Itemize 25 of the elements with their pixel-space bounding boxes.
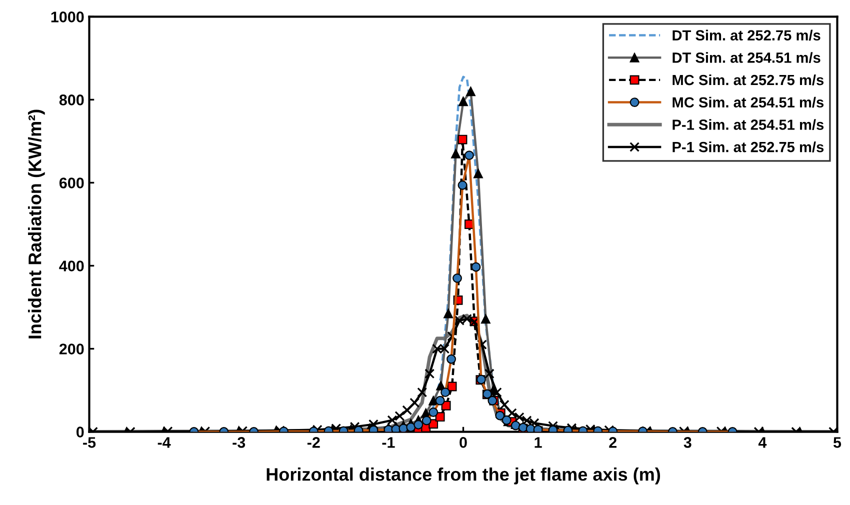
- x-tick-label: 5: [833, 437, 842, 448]
- legend-label: MC Sim. at 252.75 m/s: [672, 74, 824, 86]
- y-tick-label: 800: [59, 94, 84, 106]
- x-tick-label: 3: [684, 437, 692, 448]
- y-tick-label: 600: [59, 178, 84, 188]
- y-tick-label: 400: [59, 260, 84, 272]
- x-tick-label: -1: [382, 437, 395, 448]
- legend-label: MC Sim. at 254.51 m/s: [672, 96, 824, 108]
- y-tick-label: 200: [59, 344, 84, 354]
- x-tick-label: 4: [758, 437, 767, 448]
- x-tick-label: -4: [158, 437, 171, 448]
- y-axis-title: Incident Radiation (KW/m²): [28, 110, 45, 338]
- legend-label: DT Sim. at 254.51 m/s: [672, 52, 820, 63]
- x-tick-label: 2: [609, 437, 616, 448]
- x-tick-label: -2: [307, 437, 320, 448]
- legend-label: P-1 Sim. at 252.75 m/s: [672, 142, 824, 152]
- y-tick-label: 0: [76, 426, 84, 438]
- legend-label: P-1 Sim. at 254.51 m/s: [672, 119, 824, 130]
- legend-label: DT Sim. at 252.75 m/s: [672, 30, 820, 41]
- y-tick-label: 1000: [51, 12, 84, 22]
- x-tick-label: -3: [232, 437, 246, 448]
- x-tick-label: 1: [534, 437, 542, 448]
- x-axis-title: Horizontal distance from the jet flame axis (m): [266, 468, 660, 484]
- x-tick-label: -5: [83, 437, 96, 448]
- x-tick-label: 0: [460, 437, 467, 448]
